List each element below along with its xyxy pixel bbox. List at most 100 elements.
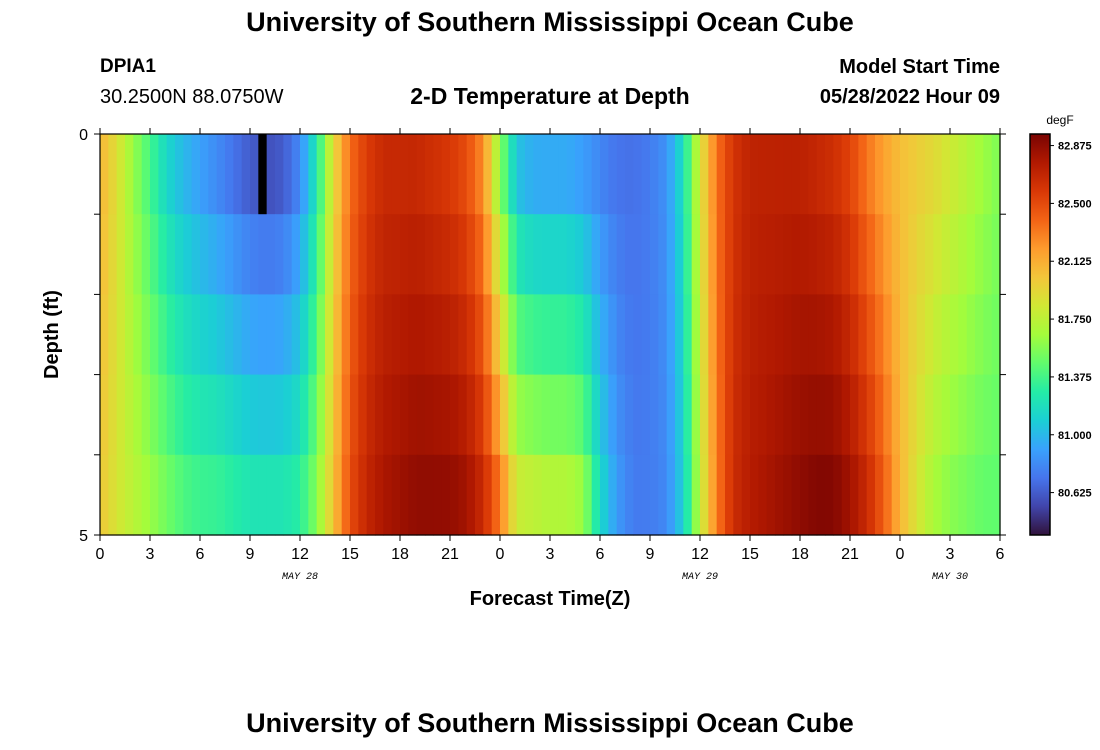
heatmap-cell (791, 214, 801, 295)
heatmap-cell (708, 214, 718, 295)
heatmap-cell (266, 374, 276, 456)
heatmap-cell (741, 454, 751, 536)
heatmap-cell (975, 294, 984, 376)
heatmap-cell (833, 214, 843, 295)
x-tick-label: 0 (496, 546, 505, 563)
heatmap-cell (175, 454, 184, 536)
heatmap-cell (783, 454, 793, 536)
heatmap-cell (408, 454, 418, 536)
heatmap-cell (483, 454, 493, 536)
colorbar-tick-label: 80.625 (1058, 488, 1092, 500)
heatmap-cell (400, 214, 409, 295)
heatmap-cell (275, 214, 284, 295)
x-tick-label: 6 (596, 546, 605, 563)
heatmap-cell (233, 134, 243, 215)
heatmap-cell (591, 214, 601, 295)
heatmap-cell (800, 134, 809, 215)
heatmap-cell (700, 454, 709, 536)
heatmap-cell (891, 134, 901, 215)
heatmap-cell (608, 374, 618, 456)
heatmap-cell (841, 294, 851, 376)
heatmap-cell (458, 374, 468, 456)
chart-subtitle: 2-D Temperature at Depth (410, 83, 690, 109)
heatmap-cell (675, 454, 684, 536)
heatmap-cell (708, 294, 718, 376)
heatmap-cell (408, 374, 418, 456)
heatmap-cell (708, 374, 718, 456)
heatmap-cell (416, 214, 426, 295)
heatmap-cell (291, 134, 301, 215)
heatmap-cell (183, 374, 193, 456)
heatmap-cell (575, 294, 584, 376)
heatmap-cell (916, 374, 926, 456)
heatmap-cell (366, 214, 376, 295)
heatmap-cell (741, 134, 751, 215)
heatmap-cell (833, 294, 843, 376)
heatmap-cell (825, 134, 834, 215)
heatmap-cell (266, 454, 276, 536)
heatmap-cell (941, 134, 951, 215)
heatmap-cell (641, 454, 651, 536)
heatmap-cell (325, 134, 334, 215)
heatmap-cell (416, 134, 426, 215)
heatmap-cell (300, 374, 309, 456)
heatmap-cell (675, 214, 684, 295)
heatmap-cell (391, 134, 401, 215)
heatmap-cell (233, 214, 243, 295)
heatmap-cell (291, 214, 301, 295)
heatmap-cell (166, 214, 176, 295)
heatmap-cell (433, 374, 443, 456)
heatmap-cell (150, 374, 159, 456)
heatmap-cell (683, 294, 693, 376)
heatmap-cell (833, 454, 843, 536)
heatmap-cell (491, 294, 501, 376)
heatmap-cell (658, 214, 668, 295)
heatmap-cell (425, 374, 434, 456)
heatmap-cell (891, 454, 901, 536)
heatmap-cell (783, 294, 793, 376)
heatmap-cell (383, 134, 393, 215)
x-axis: 0 3 6 9 12 15 18 21 0 3 6 9 12 15 18 21 0 3 6 MAY 28 MAY 29 M… (96, 128, 1005, 583)
heatmap-cell (383, 214, 393, 295)
heatmap-cell (925, 454, 934, 536)
heatmap-cell (925, 214, 934, 295)
heatmap-cell (366, 134, 376, 215)
heatmap-cell (275, 134, 284, 215)
heatmap-cell (250, 374, 259, 456)
heatmap-cell (941, 454, 951, 536)
heatmap-cell (841, 374, 851, 456)
heatmap-cell (358, 294, 368, 376)
heatmap-cell (333, 134, 343, 215)
heatmap-cell (200, 214, 209, 295)
heatmap-cell (458, 214, 468, 295)
heatmap-cell (308, 374, 318, 456)
heatmap-cell (850, 214, 859, 295)
heatmap-cell (100, 134, 109, 215)
heatmap-cell (908, 134, 918, 215)
heatmap-cell (450, 454, 459, 536)
heatmap-cell (116, 134, 126, 215)
heatmap-cell (733, 214, 743, 295)
heatmap-cell (658, 134, 668, 215)
heatmap-cell (883, 214, 893, 295)
heatmap-cell (683, 214, 693, 295)
heatmap-cell (358, 374, 368, 456)
heatmap-cell (516, 294, 526, 376)
heatmap-cell (241, 294, 251, 376)
heatmap-cell (583, 214, 593, 295)
heatmap-cell (450, 374, 459, 456)
heatmap-cell (525, 294, 534, 376)
heatmap-cell (666, 134, 676, 215)
heatmap-cell (166, 374, 176, 456)
heatmap-cell (958, 134, 968, 215)
heatmap-cell (675, 134, 684, 215)
station-location: 30.2500N 88.0750W (100, 86, 284, 108)
heatmap-cell (691, 134, 701, 215)
heatmap-cell (458, 134, 468, 215)
x-tick-label: 9 (646, 546, 655, 563)
x-tick-label: 0 (896, 546, 905, 563)
heatmap-cell (258, 214, 268, 295)
heatmap-cell (991, 214, 1001, 295)
heatmap-cell (400, 294, 409, 376)
heatmap-cell (433, 454, 443, 536)
